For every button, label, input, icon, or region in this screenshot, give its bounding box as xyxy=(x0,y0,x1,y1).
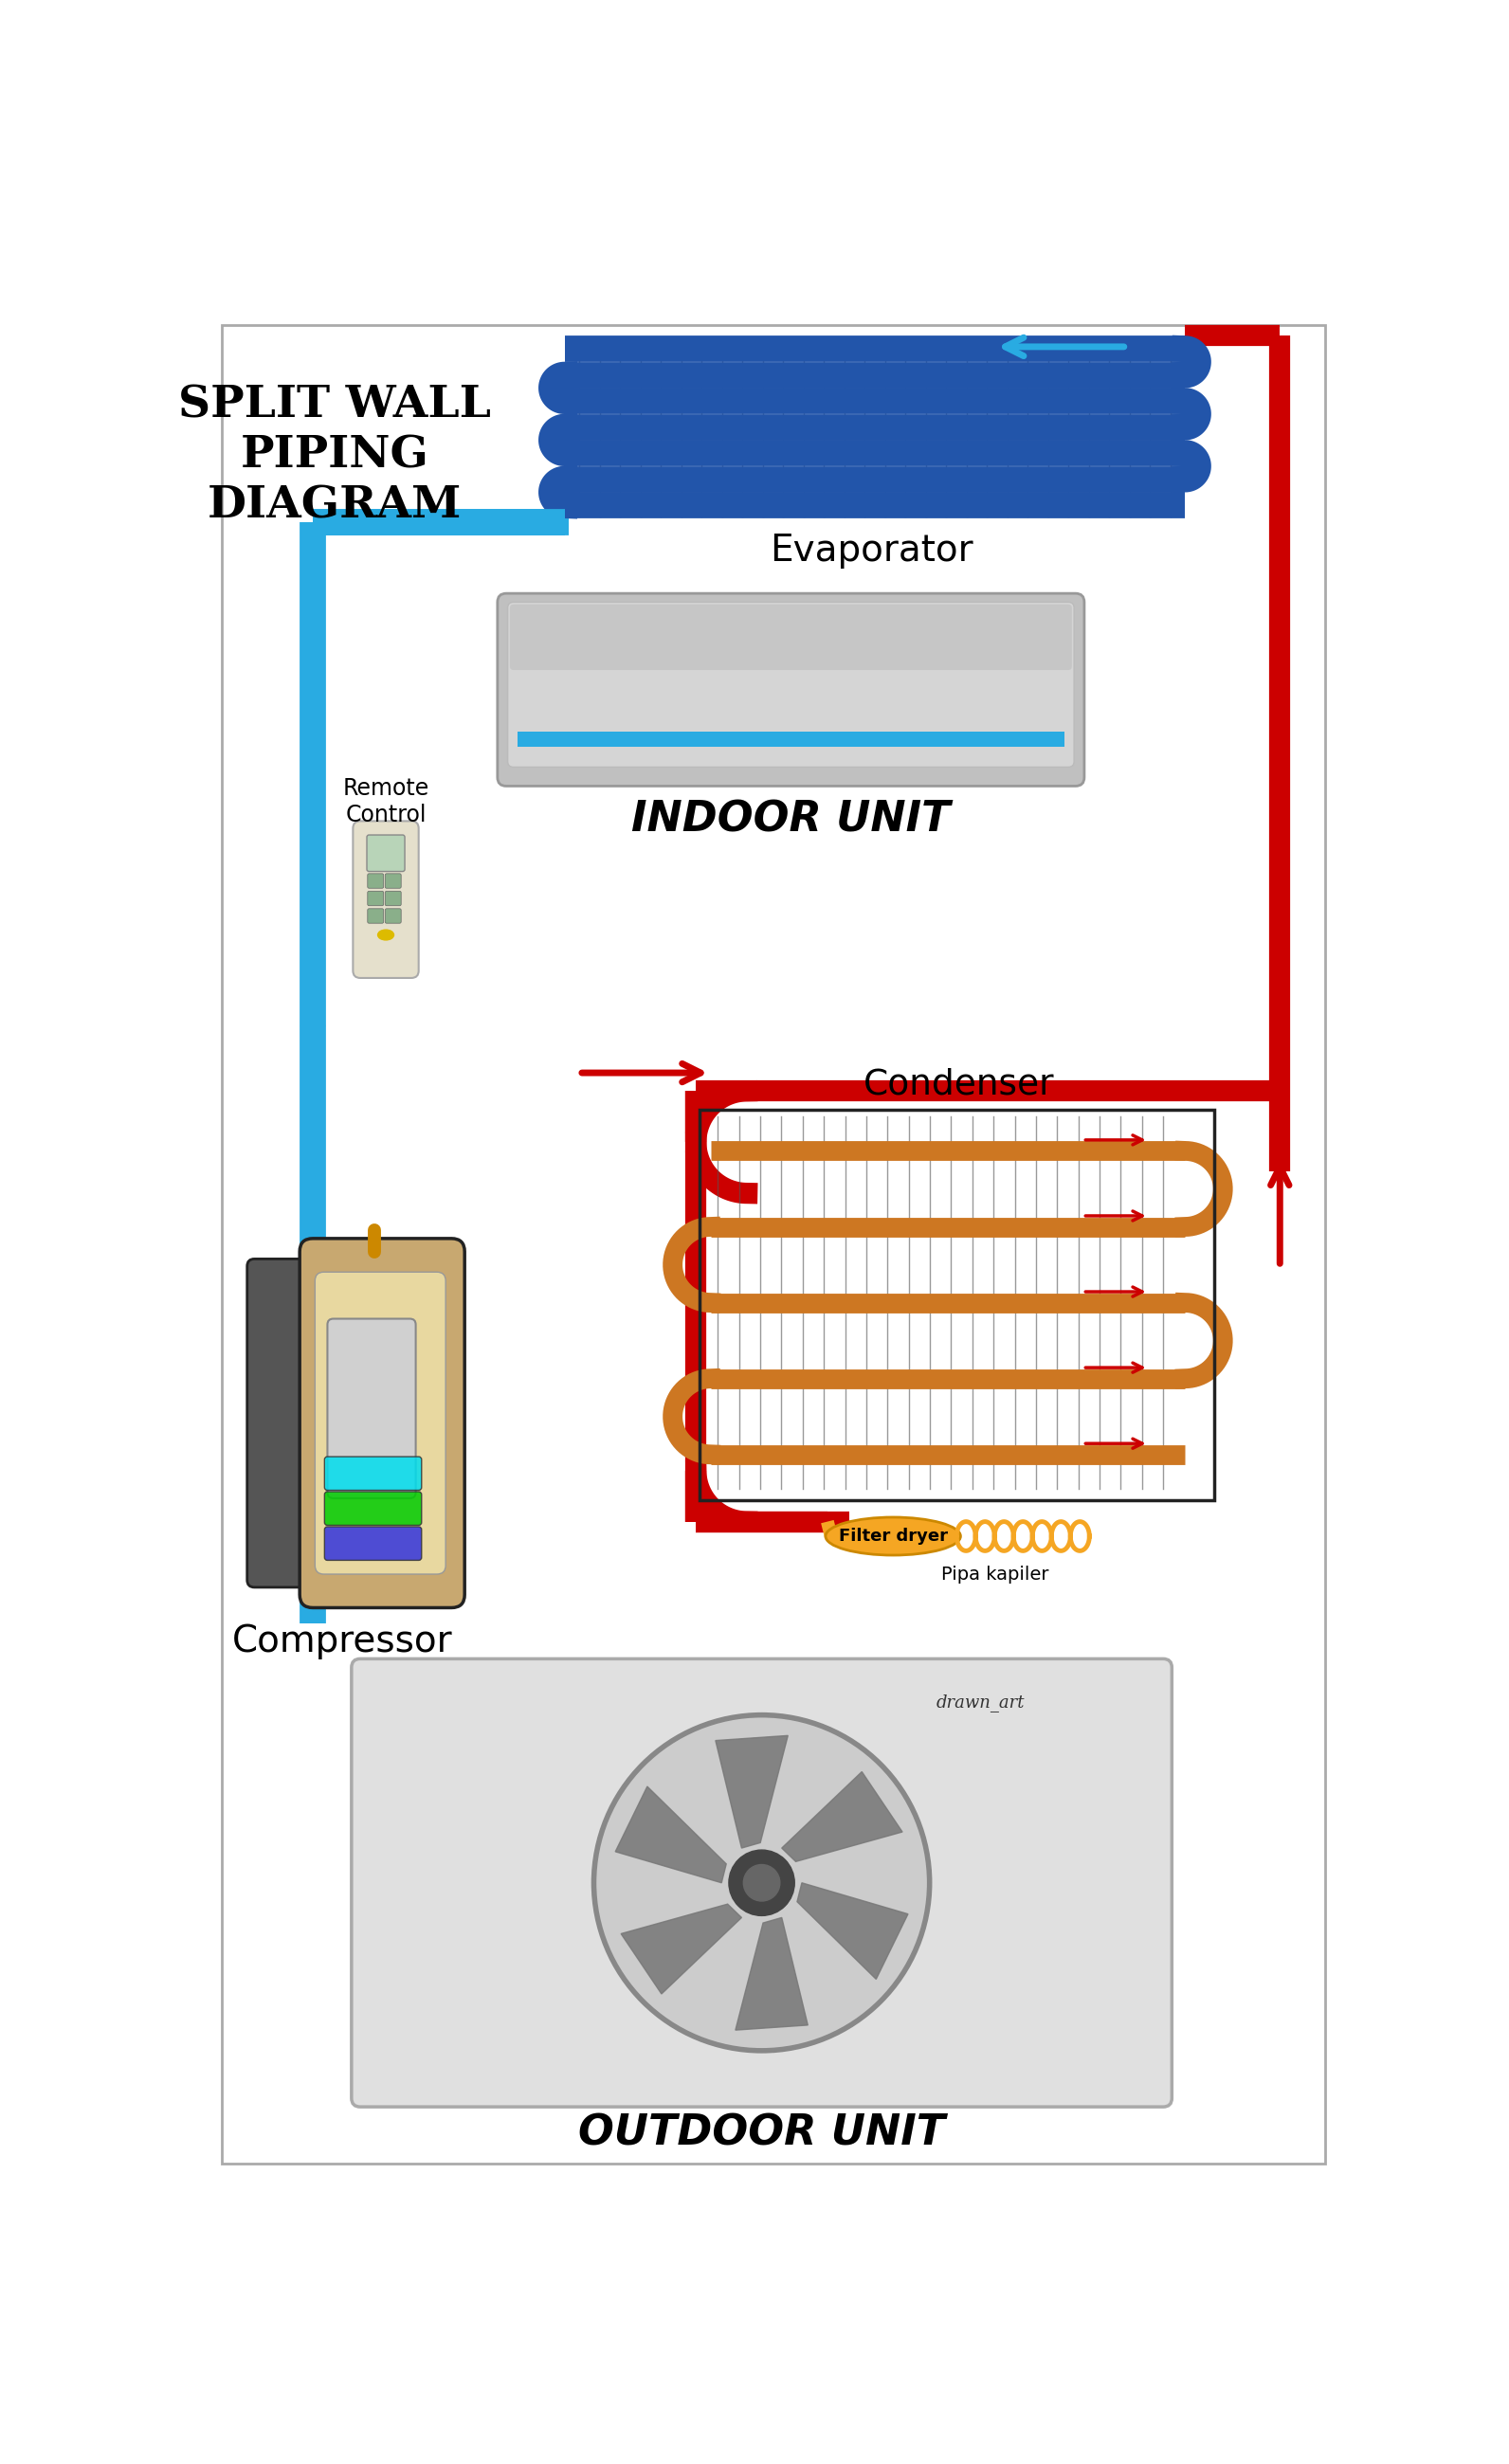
FancyBboxPatch shape xyxy=(247,1259,312,1587)
FancyBboxPatch shape xyxy=(367,835,404,872)
Circle shape xyxy=(744,1865,780,1902)
FancyBboxPatch shape xyxy=(324,1528,421,1560)
Text: drawn_art: drawn_art xyxy=(936,1693,1025,1710)
Text: SPLIT WALL
PIPING
DIAGRAM: SPLIT WALL PIPING DIAGRAM xyxy=(178,384,490,527)
FancyBboxPatch shape xyxy=(385,909,401,924)
FancyBboxPatch shape xyxy=(385,892,401,907)
Text: Evaporator: Evaporator xyxy=(770,532,973,569)
Text: OUTDOOR UNIT: OUTDOOR UNIT xyxy=(578,2112,945,2154)
Bar xyxy=(700,1109,1215,1501)
FancyBboxPatch shape xyxy=(352,1658,1172,2107)
Text: Compressor: Compressor xyxy=(232,1624,453,1661)
FancyBboxPatch shape xyxy=(507,601,1074,766)
Polygon shape xyxy=(616,1786,726,1882)
Polygon shape xyxy=(735,1917,807,2030)
FancyBboxPatch shape xyxy=(324,1456,421,1491)
FancyBboxPatch shape xyxy=(353,821,418,978)
FancyBboxPatch shape xyxy=(498,594,1085,786)
Polygon shape xyxy=(622,1905,741,1993)
Text: INDOOR UNIT: INDOOR UNIT xyxy=(631,798,951,840)
Polygon shape xyxy=(797,1882,908,1979)
Text: Filter dryer: Filter dryer xyxy=(839,1528,948,1545)
Polygon shape xyxy=(715,1735,788,1848)
FancyBboxPatch shape xyxy=(315,1271,445,1574)
Text: Pipa kapiler: Pipa kapiler xyxy=(942,1565,1049,1584)
FancyBboxPatch shape xyxy=(510,604,1071,670)
Text: Remote
Control: Remote Control xyxy=(343,776,429,825)
Circle shape xyxy=(595,1715,930,2050)
FancyBboxPatch shape xyxy=(385,875,401,887)
FancyBboxPatch shape xyxy=(368,892,383,907)
Polygon shape xyxy=(782,1772,902,1863)
Bar xyxy=(518,732,1064,747)
Ellipse shape xyxy=(377,929,394,941)
Text: Condenser: Condenser xyxy=(863,1067,1055,1101)
FancyBboxPatch shape xyxy=(300,1239,465,1607)
FancyBboxPatch shape xyxy=(327,1318,416,1498)
FancyBboxPatch shape xyxy=(324,1491,421,1525)
Ellipse shape xyxy=(825,1518,961,1555)
FancyBboxPatch shape xyxy=(368,909,383,924)
FancyBboxPatch shape xyxy=(368,875,383,887)
Circle shape xyxy=(729,1850,795,1915)
